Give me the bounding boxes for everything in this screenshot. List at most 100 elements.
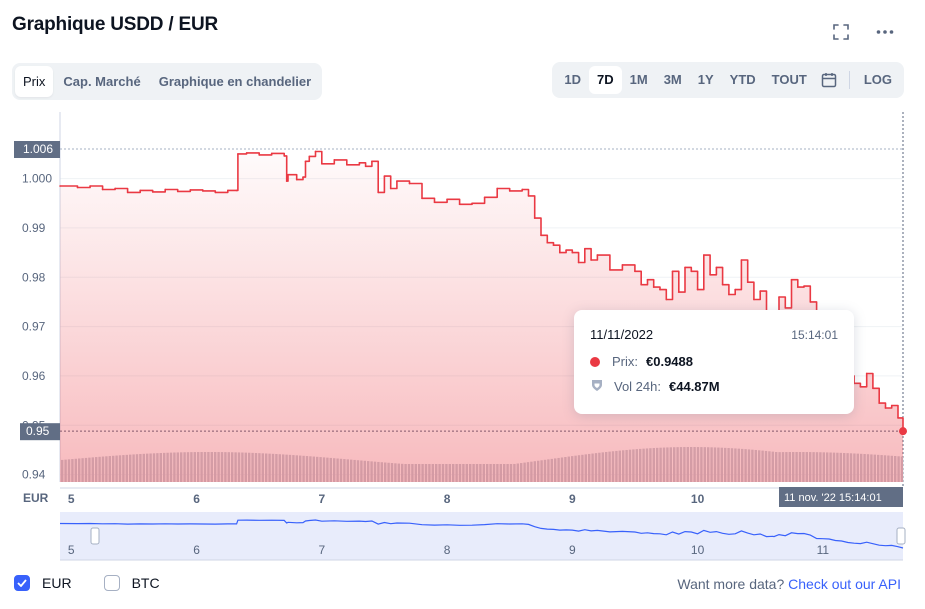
x-tick-label: 9 xyxy=(569,492,576,506)
price-point xyxy=(377,191,379,194)
api-promo-text: Want more data? xyxy=(677,576,785,592)
price-point xyxy=(552,244,555,246)
toggle-btc-label: BTC xyxy=(131,575,160,591)
price-point xyxy=(753,298,755,301)
page-title: Graphique USDD / EUR xyxy=(12,14,219,35)
price-point xyxy=(408,182,411,185)
tooltip-volume-value: €44.87M xyxy=(669,379,720,394)
current-value-label: 0.95 xyxy=(26,424,50,438)
price-point xyxy=(684,266,686,269)
price-point xyxy=(803,285,805,287)
price-point xyxy=(295,178,298,181)
price-point xyxy=(371,160,373,163)
price-point xyxy=(546,241,549,244)
tooltip-time: 15:14:01 xyxy=(791,328,838,342)
range-1d[interactable]: 1D xyxy=(564,72,582,87)
price-point xyxy=(314,150,317,153)
y-tick-label: 0.94 xyxy=(22,468,46,482)
tooltip-price-value: €0.9488 xyxy=(646,354,693,369)
chart-type-tabs: Prix Cap. Marché Graphique en chandelier xyxy=(12,63,323,100)
navigator-left-handle[interactable] xyxy=(90,527,100,545)
range-1m[interactable]: 1M xyxy=(629,72,648,87)
log-toggle[interactable]: LOG xyxy=(863,72,892,87)
toggle-eur-label: EUR xyxy=(42,575,72,591)
price-point xyxy=(540,234,542,237)
current-price-dot xyxy=(899,427,907,436)
navigator-tick-label: 11 xyxy=(817,543,830,557)
fullscreen-icon[interactable] xyxy=(831,22,851,42)
price-point xyxy=(227,189,229,192)
y-tick-label: 1.000 xyxy=(22,172,52,186)
range-7d[interactable]: 7D xyxy=(589,66,622,94)
header-actions xyxy=(831,22,895,42)
price-point xyxy=(287,173,289,176)
range-3m[interactable]: 3M xyxy=(663,72,682,87)
x-tick-label: 10 xyxy=(691,492,705,506)
price-point xyxy=(809,301,812,303)
price-point xyxy=(759,290,762,292)
price-point xyxy=(114,187,116,190)
x-tick-label: 7 xyxy=(318,492,325,506)
tooltip-date: 11/11/2022 xyxy=(590,327,654,342)
price-point xyxy=(859,385,862,388)
divider xyxy=(848,71,850,89)
toggle-btc[interactable]: BTC xyxy=(103,575,160,591)
price-point xyxy=(796,286,799,288)
price-point xyxy=(558,251,561,254)
calendar-icon[interactable] xyxy=(815,72,843,88)
toggle-eur[interactable]: EUR xyxy=(14,575,72,591)
more-options-icon[interactable] xyxy=(875,22,895,42)
range-ytd[interactable]: YTD xyxy=(729,72,756,87)
price-point xyxy=(189,189,192,191)
price-point xyxy=(634,270,636,273)
price-point xyxy=(308,155,311,158)
price-point xyxy=(872,387,874,390)
navigator-series-line xyxy=(59,519,904,549)
volume-shield-icon xyxy=(590,378,604,395)
tooltip-volume-label: Vol 24h: xyxy=(614,379,661,394)
tab-price[interactable]: Prix xyxy=(15,66,54,97)
tab-market-cap[interactable]: Cap. Marché xyxy=(63,74,141,89)
price-point xyxy=(389,187,392,190)
price-point xyxy=(652,286,655,288)
crosshair-date-label: 11 nov. '22 15:14:01 xyxy=(784,492,882,504)
navigator-tick-label: 9 xyxy=(569,543,576,557)
price-point xyxy=(458,203,461,206)
price-point xyxy=(527,195,530,197)
price-point xyxy=(878,402,881,404)
navigator-range[interactable] xyxy=(60,512,903,560)
price-point xyxy=(237,153,239,155)
api-link[interactable]: Check out our API xyxy=(788,576,901,592)
price-point xyxy=(609,269,611,271)
price-point xyxy=(89,185,91,187)
tooltip-price-row: Prix: €0.9488 xyxy=(590,354,693,369)
navigator-right-handle[interactable] xyxy=(896,527,906,545)
price-point xyxy=(728,293,730,296)
price-point xyxy=(865,372,868,375)
price-point xyxy=(176,190,179,193)
price-point xyxy=(533,217,536,219)
checkbox-checked-icon[interactable] xyxy=(14,575,30,591)
price-point xyxy=(715,266,718,269)
price-point xyxy=(101,188,104,191)
price-point xyxy=(285,180,288,182)
price-point xyxy=(696,288,699,291)
price-point xyxy=(671,270,674,273)
navigator-tick-label: 7 xyxy=(318,543,325,557)
range-all[interactable]: TOUT xyxy=(771,72,807,87)
price-point xyxy=(590,259,592,261)
price-point xyxy=(433,201,436,204)
checkbox-unchecked-icon[interactable] xyxy=(103,575,120,591)
chart-tooltip: 11/11/2022 15:14:01 Prix: €0.9488 Vol 24… xyxy=(574,310,854,414)
tab-candlestick[interactable]: Graphique en chandelier xyxy=(158,74,312,89)
price-point xyxy=(640,283,643,286)
high-value-tag xyxy=(14,141,60,158)
y-tick-label: 0.98 xyxy=(22,270,46,284)
price-point xyxy=(508,190,511,192)
price-point xyxy=(235,189,238,192)
price-point xyxy=(734,288,736,291)
price-point xyxy=(746,281,749,284)
price-point xyxy=(201,190,204,192)
range-1y[interactable]: 1Y xyxy=(697,72,714,87)
